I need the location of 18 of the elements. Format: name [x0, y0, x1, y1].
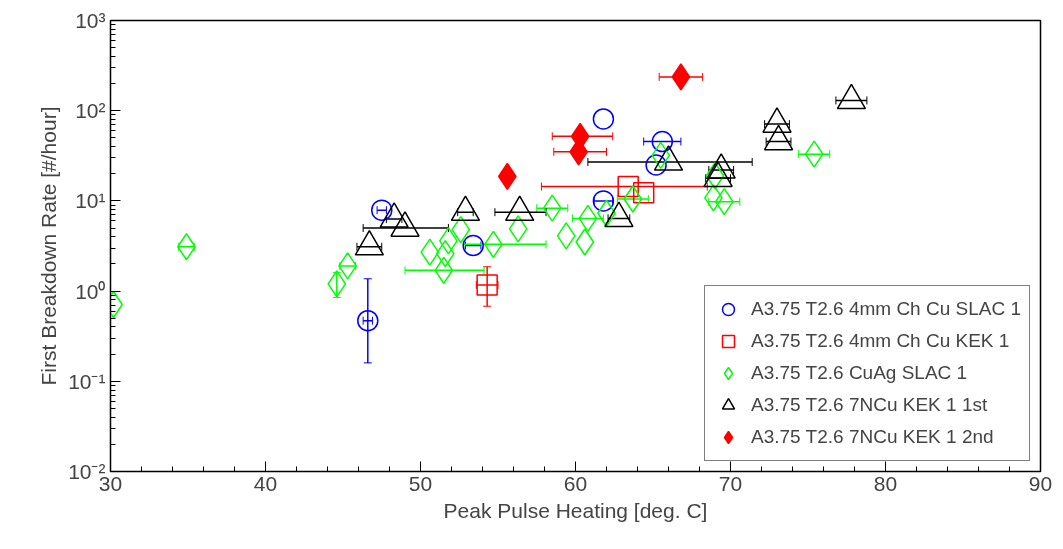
x-tick-label: 40: [253, 471, 278, 495]
y-tick-label: 10²: [75, 99, 106, 123]
x-tick-label: 90: [1028, 471, 1053, 495]
x-tick-label: 50: [408, 471, 433, 495]
y-axis-title: First Breakdown Rate [#/hour]: [37, 106, 61, 386]
x-axis-title: Peak Pulse Heating [deg. C]: [443, 498, 708, 522]
x-tick-label: 80: [873, 471, 898, 495]
legend-label: A3.75 T2.6 7NCu KEK 1 1st: [751, 394, 988, 416]
legend-label: A3.75 T2.6 4mm Ch Cu KEK 1: [751, 330, 1010, 352]
y-tick-label: 10¹: [75, 189, 106, 213]
y-tick-label: 10³: [75, 9, 106, 32]
x-tick-label: 60: [563, 471, 588, 495]
y-tick-label: 10⁻¹: [68, 369, 106, 393]
legend-label: A3.75 T2.6 7NCu KEK 1 2nd: [751, 426, 994, 448]
legend-label: A3.75 T2.6 CuAg SLAC 1: [751, 362, 968, 384]
y-tick-label: 10⁰: [75, 279, 106, 303]
legend-label: A3.75 T2.6 4mm Ch Cu SLAC 1: [751, 298, 1021, 320]
x-tick-label: 70: [718, 471, 743, 495]
